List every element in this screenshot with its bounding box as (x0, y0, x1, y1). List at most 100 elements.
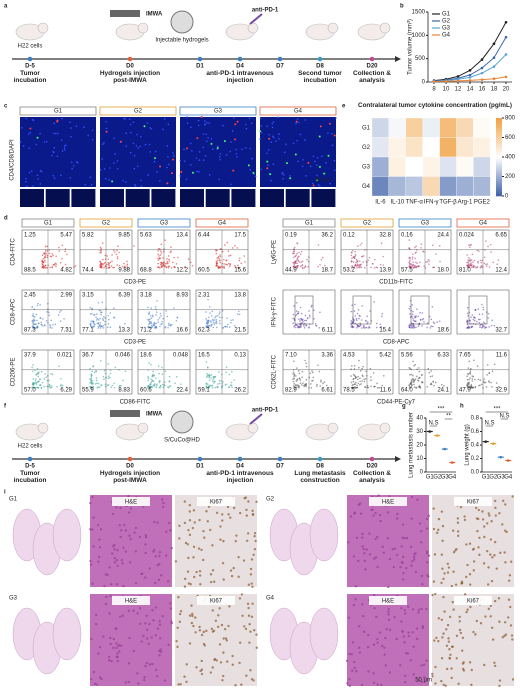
event-dot (148, 311, 151, 313)
event-dot (159, 385, 162, 387)
nucleus (304, 119, 307, 121)
event-dot (365, 326, 368, 329)
event-dot (105, 263, 108, 266)
event-dot (355, 265, 358, 267)
cell-nucleus (121, 614, 125, 617)
cell-nucleus (253, 534, 256, 538)
event-dot (355, 317, 358, 320)
event-dot (413, 383, 415, 386)
event-dot (425, 261, 427, 263)
event-dot (116, 249, 118, 252)
y-tick-label: 0.2 (471, 456, 480, 462)
quadrant-value: 8.93 (176, 293, 188, 299)
quadrant-value: 47.9 (459, 388, 471, 394)
event-dot (93, 314, 95, 316)
cell-nucleus (472, 547, 475, 551)
cell-nucleus (507, 579, 511, 582)
event-dot (217, 265, 220, 268)
cell-nucleus (440, 679, 443, 683)
y-tick-label: 40 (416, 416, 423, 422)
event-dot (95, 377, 98, 379)
event-dot (158, 380, 161, 382)
cell-nucleus (193, 575, 196, 579)
event-dot (293, 248, 295, 250)
cell-nucleus (227, 513, 230, 516)
cell-nucleus (192, 545, 196, 549)
cell-nucleus (395, 517, 399, 520)
event-dot (304, 319, 306, 322)
event-dot (215, 326, 218, 329)
event-dot (33, 323, 36, 325)
cell-nucleus (509, 624, 513, 627)
event-dot (293, 324, 296, 327)
event-dot (491, 319, 493, 322)
nucleus (140, 179, 142, 182)
cell-nucleus (425, 561, 429, 564)
inset-image (45, 189, 70, 207)
stain-label-box (369, 497, 407, 506)
positive-cell (143, 125, 146, 128)
cell-nucleus (156, 564, 159, 567)
nucleus (186, 122, 189, 124)
day-dot (277, 56, 283, 62)
event-dot (295, 310, 298, 312)
syringe-icon (249, 413, 263, 425)
group-label: G1 (44, 221, 53, 227)
event-dot (353, 368, 356, 370)
event-dot (364, 378, 367, 380)
cell-nucleus (401, 536, 404, 540)
event-dot (413, 325, 416, 327)
day-dot (127, 456, 133, 462)
event-dot (205, 322, 208, 325)
colorbar-step (496, 147, 502, 150)
event-dot (297, 311, 300, 313)
event-dot (486, 364, 489, 366)
cell-nucleus (425, 607, 428, 611)
cell-nucleus (443, 572, 446, 575)
colorbar-label: 0 (505, 194, 509, 200)
column-label: Arg-1 (458, 200, 473, 206)
timeline-caption: Hydrogels injection post-IMWA (99, 70, 161, 84)
day-label: D8 (316, 64, 324, 70)
event-dot (306, 258, 308, 261)
event-dot (97, 327, 100, 329)
cell-nucleus (493, 664, 497, 668)
quadrant-value: 5.63 (140, 233, 152, 239)
heat-cell (473, 117, 491, 138)
event-dot (376, 326, 378, 329)
event-dot (423, 265, 425, 267)
event-dot (471, 253, 474, 256)
cell-nucleus (368, 532, 371, 535)
nucleus (35, 143, 38, 146)
event-dot (479, 326, 481, 329)
event-dot (353, 374, 356, 377)
event-dot (46, 375, 49, 377)
cell-nucleus (445, 644, 449, 647)
event-dot (231, 386, 233, 388)
event-dot (478, 321, 481, 324)
event-dot (412, 360, 414, 363)
quadrant-value: 24.4 (437, 233, 449, 239)
nucleus (53, 132, 55, 135)
event-dot (151, 386, 153, 389)
event-dot (220, 265, 223, 268)
cell-nucleus (377, 494, 380, 497)
positive-cell (289, 177, 292, 180)
colorbar-step (496, 139, 502, 142)
event-dot (104, 254, 107, 257)
event-dot (352, 261, 355, 263)
timeline-caption: anti-PD-1 intravenous injection (206, 470, 274, 484)
event-dot (155, 384, 158, 387)
event-dot (221, 262, 224, 265)
event-dot (157, 259, 160, 261)
event-dot (368, 326, 371, 329)
cell-nucleus (431, 593, 434, 597)
event-dot (45, 376, 47, 379)
event-dot (99, 317, 102, 320)
event-dot (479, 379, 482, 381)
event-dot (354, 386, 356, 388)
event-dot (49, 255, 52, 258)
cell-nucleus (115, 655, 118, 658)
cell-nucleus (136, 672, 139, 675)
nucleus (205, 140, 208, 143)
